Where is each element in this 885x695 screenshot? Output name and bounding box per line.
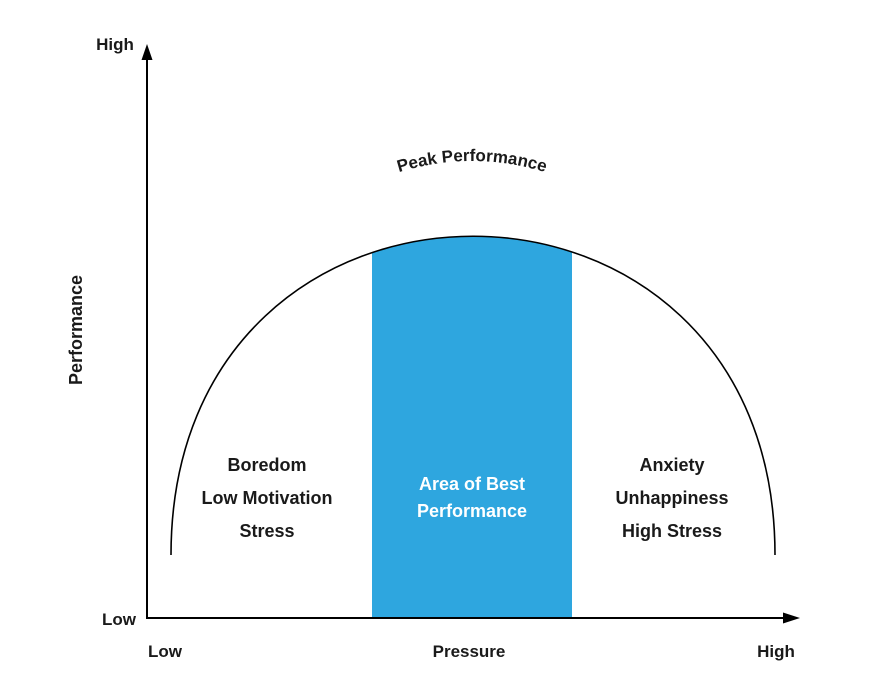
x-axis-high-label: High [757, 642, 795, 661]
x-axis-arrow [783, 612, 800, 624]
left-zone-line-1: Boredom [227, 455, 306, 475]
right-zone-line-1: Anxiety [639, 455, 704, 475]
y-axis-high-label: High [96, 35, 134, 54]
right-zone-line-3: High Stress [622, 521, 722, 541]
x-axis-low-label: Low [148, 642, 183, 661]
best-area-line-1: Area of Best [419, 474, 525, 494]
peak-performance-label: Peak Performance [395, 146, 549, 176]
best-performance-area [372, 236, 572, 618]
y-axis-low-label: Low [102, 610, 137, 629]
y-axis-title: Performance [66, 275, 86, 385]
y-axis-arrow [141, 44, 153, 60]
right-zone-line-2: Unhappiness [615, 488, 728, 508]
left-zone-line-2: Low Motivation [202, 488, 333, 508]
left-zone-line-3: Stress [239, 521, 294, 541]
best-area-line-2: Performance [417, 501, 527, 521]
x-axis-title: Pressure [433, 642, 506, 661]
performance-curve [170, 235, 776, 556]
